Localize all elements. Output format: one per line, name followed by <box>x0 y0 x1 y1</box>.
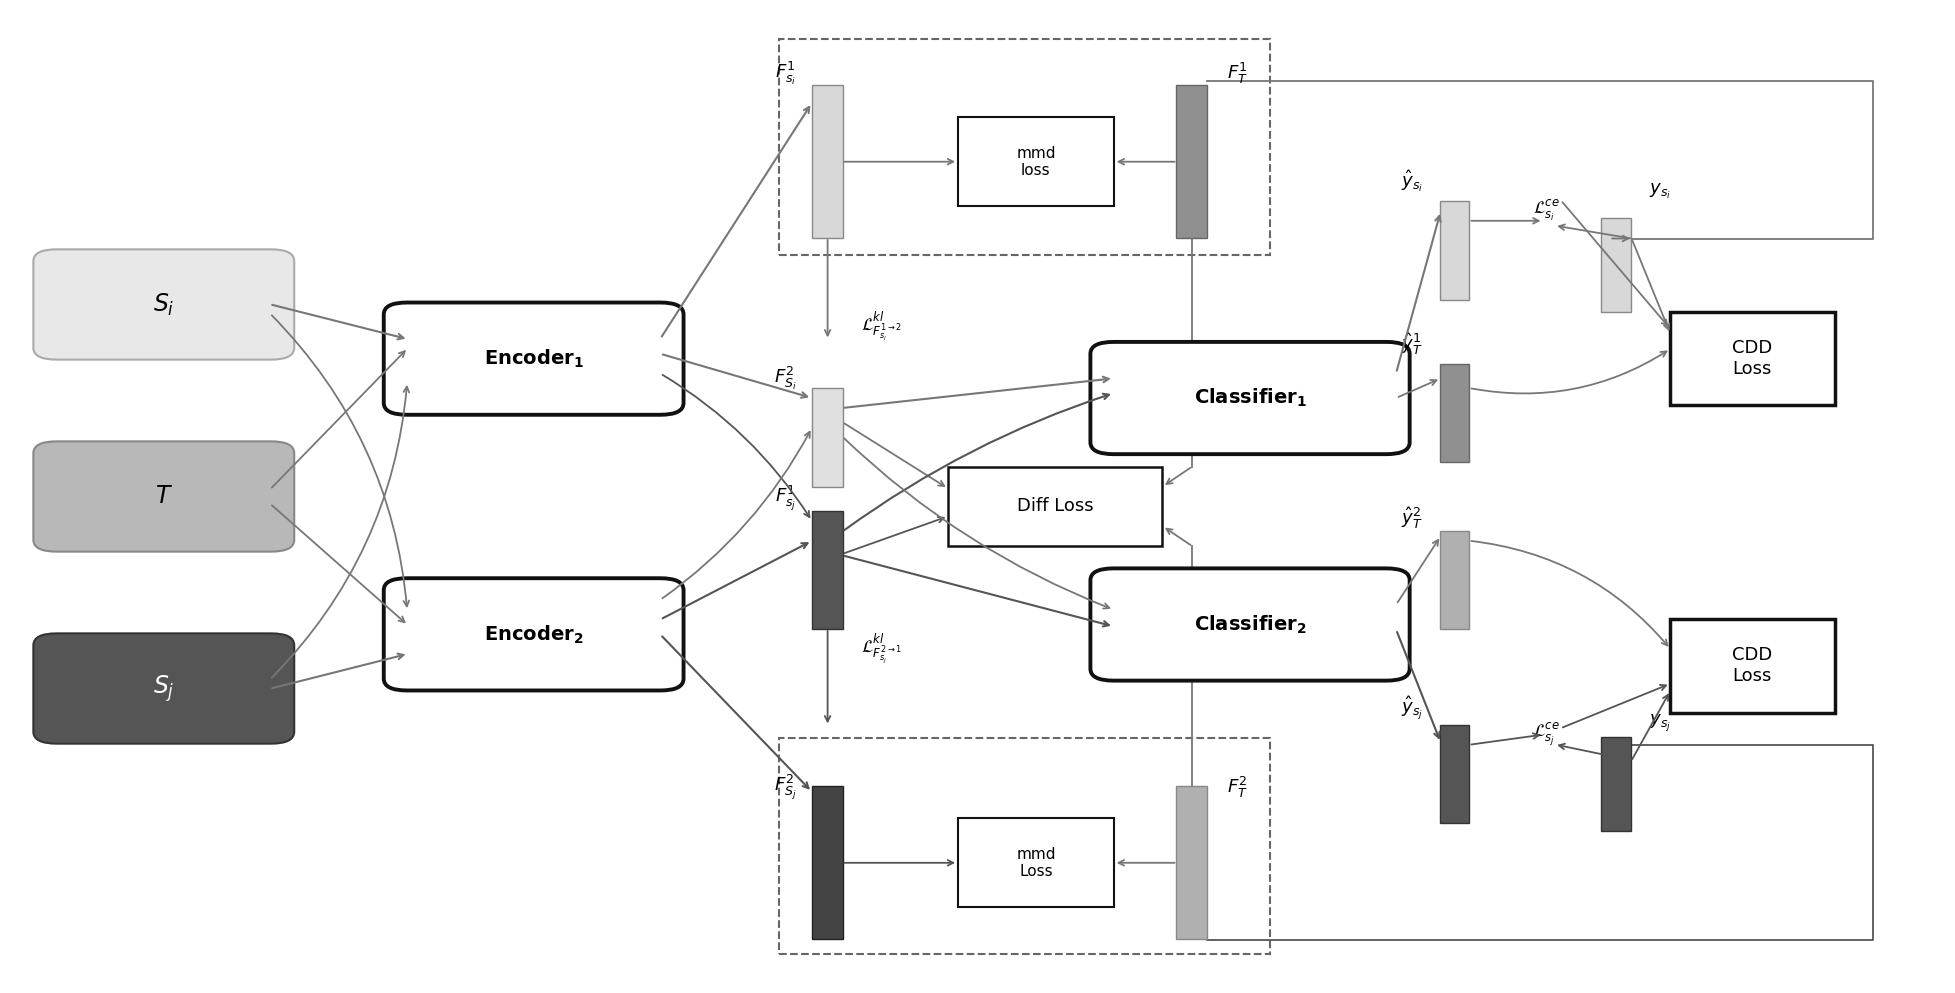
Text: mmd
Loss: mmd Loss <box>1017 847 1056 879</box>
Text: CDD
Loss: CDD Loss <box>1732 646 1773 685</box>
FancyBboxPatch shape <box>33 249 293 359</box>
Text: Diff Loss: Diff Loss <box>1017 497 1093 515</box>
Bar <box>1177 85 1206 238</box>
Text: $T$: $T$ <box>154 485 172 508</box>
Text: $y_{s_j}$: $y_{s_j}$ <box>1650 712 1672 734</box>
Bar <box>1601 218 1630 312</box>
Bar <box>1670 619 1836 713</box>
Text: $\mathbf{Encoder_1}$: $\mathbf{Encoder_1}$ <box>483 348 583 369</box>
Text: $\hat{y}_{s_j}$: $\hat{y}_{s_j}$ <box>1402 694 1423 722</box>
Bar <box>1670 312 1836 405</box>
Text: CDD
Loss: CDD Loss <box>1732 340 1773 378</box>
Bar <box>1439 725 1468 823</box>
Text: $F^2_{S_i}$: $F^2_{S_i}$ <box>774 364 796 392</box>
Text: $\hat{y}^2_T$: $\hat{y}^2_T$ <box>1402 505 1423 531</box>
Bar <box>811 786 843 939</box>
Bar <box>811 85 843 238</box>
Text: $F^2_T$: $F^2_T$ <box>1226 775 1247 799</box>
Text: $\mathcal{L}^{ce}_{s_i}$: $\mathcal{L}^{ce}_{s_i}$ <box>1533 199 1560 223</box>
Text: $F^1_{s_j}$: $F^1_{s_j}$ <box>774 484 796 513</box>
Bar <box>1439 531 1468 630</box>
Text: $y_{s_i}$: $y_{s_i}$ <box>1650 182 1672 201</box>
Text: $S_i$: $S_i$ <box>152 291 174 318</box>
FancyBboxPatch shape <box>33 634 293 744</box>
Bar <box>948 467 1163 546</box>
Text: $\mathcal{L}^{kl}_{F^{1\rightarrow2}_{s_i}}$: $\mathcal{L}^{kl}_{F^{1\rightarrow2}_{s_… <box>860 311 901 344</box>
Text: $F^1_T$: $F^1_T$ <box>1226 61 1247 85</box>
FancyBboxPatch shape <box>33 441 293 552</box>
Text: $S_j$: $S_j$ <box>152 673 174 704</box>
Text: $\mathcal{L}^{kl}_{F^{2\rightarrow1}_{s_j}}$: $\mathcal{L}^{kl}_{F^{2\rightarrow1}_{s_… <box>860 633 901 665</box>
Text: $\hat{y}_{s_i}$: $\hat{y}_{s_i}$ <box>1402 169 1423 195</box>
Text: $\mathbf{Classifier_2}$: $\mathbf{Classifier_2}$ <box>1195 614 1306 636</box>
Bar <box>1439 202 1468 300</box>
FancyBboxPatch shape <box>383 578 684 690</box>
Bar <box>958 117 1114 206</box>
Text: $\mathbf{Classifier_1}$: $\mathbf{Classifier_1}$ <box>1195 387 1306 409</box>
Bar <box>1439 363 1468 462</box>
Text: $\mathbf{Encoder_2}$: $\mathbf{Encoder_2}$ <box>485 624 583 645</box>
Text: $F^2_{S_j}$: $F^2_{S_j}$ <box>774 773 796 801</box>
Bar <box>1177 786 1206 939</box>
Text: $\mathcal{L}^{ce}_{s_j}$: $\mathcal{L}^{ce}_{s_j}$ <box>1533 721 1560 749</box>
Bar <box>958 818 1114 908</box>
Bar <box>1601 737 1630 831</box>
Bar <box>778 39 1269 255</box>
Text: $F^1_{s_i}$: $F^1_{s_i}$ <box>774 60 796 86</box>
Text: mmd
loss: mmd loss <box>1017 146 1056 178</box>
Bar <box>811 388 843 487</box>
Bar <box>811 511 843 630</box>
Text: $\hat{y}^1_T$: $\hat{y}^1_T$ <box>1402 331 1423 356</box>
FancyBboxPatch shape <box>1091 568 1410 680</box>
FancyBboxPatch shape <box>1091 342 1410 454</box>
FancyBboxPatch shape <box>383 303 684 415</box>
Bar <box>778 738 1269 954</box>
